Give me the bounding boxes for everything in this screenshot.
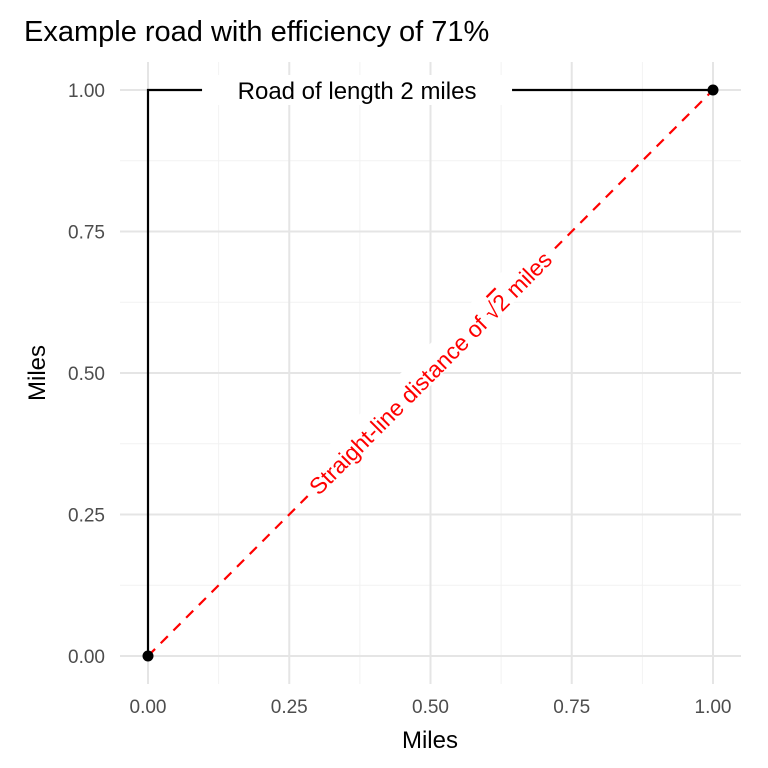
y-tick-label: 0.75 (68, 223, 105, 244)
endpoint-marker (707, 84, 719, 96)
x-tick-label: 0.00 (130, 697, 167, 718)
y-tick-label: 0.25 (68, 506, 105, 527)
x-axis-title: Miles (402, 727, 458, 754)
road-path (146, 88, 713, 656)
road-label: Road of length 2 miles (238, 78, 477, 105)
x-tick-label: 0.75 (553, 697, 590, 718)
x-tick-label: 0.50 (412, 697, 449, 718)
x-tick-label: 0.25 (271, 697, 308, 718)
straight-line-label-background (294, 236, 559, 502)
chart-title: Example road with efficiency of 71% (24, 16, 489, 48)
straight-line-label: Straight-line distance of √2 miles (294, 236, 559, 502)
endpoint-marker (142, 650, 154, 662)
axis-ticks: 0.00 0.25 0.50 0.75 1.00 0.00 0.25 0.50 0.75 1.00 (68, 81, 731, 718)
y-tick-label: 0.00 (68, 647, 105, 668)
y-tick-label: 1.00 (68, 81, 105, 102)
label-prefix: Straight-line distance of (304, 307, 497, 500)
y-tick-label: 0.50 (68, 364, 105, 385)
x-tick-label: 1.00 (695, 697, 732, 718)
y-axis-title: Miles (24, 345, 51, 401)
road-label-background (202, 75, 513, 105)
